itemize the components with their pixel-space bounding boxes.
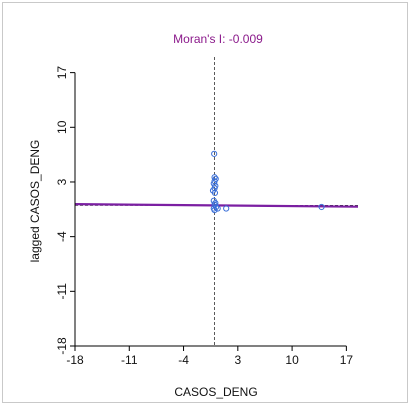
data-point — [318, 203, 325, 211]
y-tick-label: -11 — [55, 283, 69, 300]
x-tick-label: 3 — [234, 353, 241, 367]
x-tick-label: -4 — [178, 353, 189, 367]
x-tick-label: 17 — [340, 353, 354, 367]
y-tick-label: 3 — [55, 178, 69, 185]
data-point — [211, 189, 219, 197]
data-points — [209, 150, 325, 214]
x-tick-label: -18 — [66, 353, 84, 367]
plot-frame — [2, 2, 408, 403]
data-point — [211, 206, 218, 214]
chart-title: Moran's I: -0.009 — [173, 32, 263, 46]
y-tick-label: 17 — [55, 66, 69, 80]
y-tick-label: -4 — [55, 231, 69, 242]
data-point — [211, 174, 218, 181]
data-point — [211, 150, 218, 157]
x-tick-label: 10 — [285, 353, 299, 367]
y-axis-ticks: -18 -11 -4 3 10 17 — [55, 66, 75, 355]
y-axis-title: lagged CASOS_DENG — [28, 140, 42, 263]
data-point — [214, 205, 221, 212]
x-axis-ticks: -18 -11 -4 3 10 17 — [66, 346, 353, 367]
x-tick-label: -11 — [121, 353, 138, 367]
y-tick-label: 10 — [55, 120, 69, 134]
y-tick-label: -18 — [55, 337, 69, 355]
axes — [74, 72, 347, 347]
data-point — [223, 205, 230, 212]
x-axis-title: CASOS_DENG — [174, 385, 257, 399]
